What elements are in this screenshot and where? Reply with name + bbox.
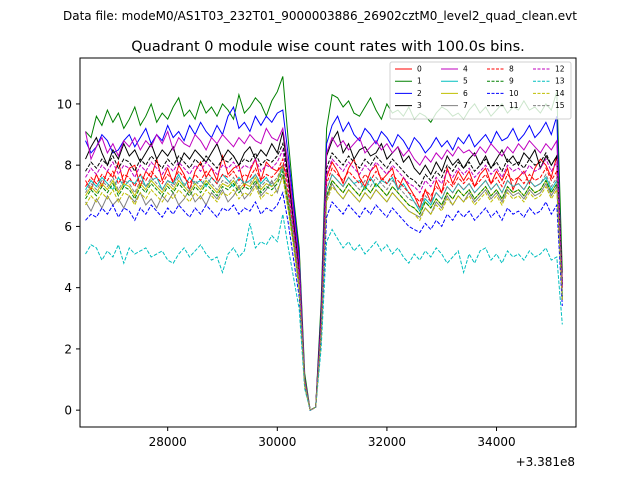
legend-label-8: 8 [509, 65, 514, 74]
x-tick-label: 34000 [477, 435, 515, 449]
legend-label-13: 13 [555, 77, 565, 86]
legend-label-7: 7 [463, 101, 468, 110]
legend-label-1: 1 [417, 77, 422, 86]
data-file-caption: Data file: modeM0/AS1T03_232T01_90000038… [63, 9, 577, 23]
series-line-15 [85, 163, 563, 411]
y-tick-label: 6 [64, 220, 72, 234]
legend-label-5: 5 [463, 77, 468, 86]
legend-label-3: 3 [417, 101, 422, 110]
y-tick-label: 4 [64, 281, 72, 295]
legend-frame [389, 61, 572, 120]
plot-frame [79, 57, 577, 428]
x-tick-label: 28000 [149, 435, 187, 449]
y-tick-label: 0 [64, 404, 72, 418]
legend-label-4: 4 [463, 65, 468, 74]
y-axis: 0 2 4 6 8 10 [57, 97, 80, 418]
series-line-8 [85, 157, 563, 411]
legend-label-11: 11 [509, 101, 519, 110]
x-offset-label: +3.381e8 [516, 455, 575, 469]
x-axis: 28000 30000 32000 34000 [149, 427, 516, 449]
series-line-12 [85, 148, 563, 411]
series-line-9 [85, 169, 563, 411]
chart-title: Quadrant 0 module wise count rates with … [131, 39, 525, 55]
legend-label-9: 9 [509, 77, 514, 86]
legend-label-10: 10 [509, 89, 519, 98]
y-tick-label: 8 [64, 159, 72, 173]
series-line-14 [85, 175, 563, 411]
x-tick-label: 30000 [258, 435, 296, 449]
y-tick-label: 10 [57, 97, 72, 111]
legend-label-0: 0 [417, 65, 422, 74]
series-lines [85, 76, 563, 411]
legend-label-14: 14 [555, 89, 565, 98]
x-tick-label: 32000 [368, 435, 406, 449]
series-line-13 [85, 214, 563, 411]
series-line-11 [85, 141, 563, 411]
legend-label-6: 6 [463, 89, 468, 98]
legend-label-12: 12 [555, 65, 565, 74]
legend-label-15: 15 [555, 101, 565, 110]
y-tick-label: 2 [64, 342, 72, 356]
legend-label-2: 2 [417, 89, 422, 98]
